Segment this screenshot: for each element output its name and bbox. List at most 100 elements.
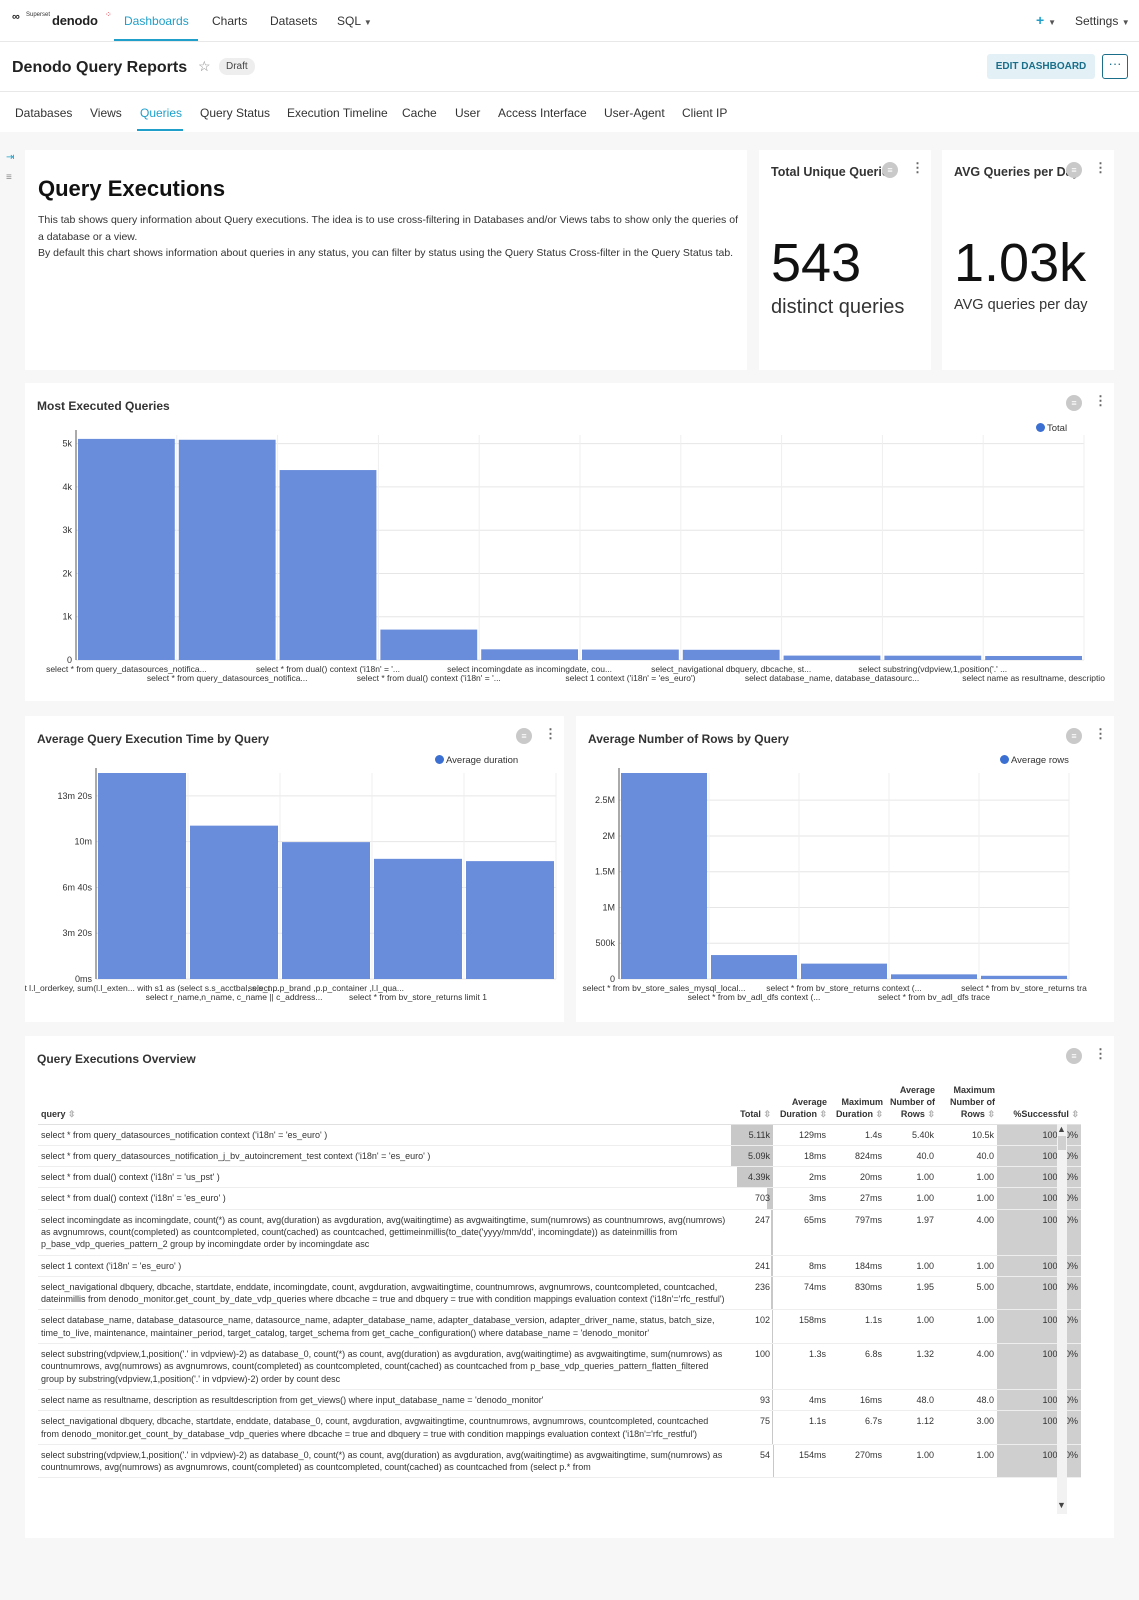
column-header-max-duration[interactable]: Maximum Duration ⇳ <box>829 1072 885 1125</box>
chart-bar[interactable] <box>466 861 554 979</box>
table-row[interactable]: select substring(vdpview,1,position('.' … <box>38 1343 1081 1390</box>
tab-databases[interactable]: Databases <box>15 106 73 120</box>
table-row[interactable]: select * from query_datasources_notifica… <box>38 1145 1081 1168</box>
chart-bar[interactable] <box>380 629 478 660</box>
cell-avg-rows: 1.12 <box>885 1410 937 1445</box>
column-header-total[interactable]: Total ⇳ <box>731 1072 773 1125</box>
cell-max-rows: 5.00 <box>937 1276 997 1311</box>
table-row[interactable]: select * from dual() context ('i18n' = '… <box>38 1166 1081 1189</box>
filter-list-icon[interactable]: ≡ <box>6 172 12 183</box>
tab-cache[interactable]: Cache <box>402 106 437 120</box>
dashboard-title[interactable]: Denodo Query Reports <box>12 59 188 76</box>
chart-bar[interactable] <box>621 773 707 979</box>
settings-menu[interactable]: Settings ▼ <box>1075 14 1130 28</box>
tab-views[interactable]: Views <box>90 106 122 120</box>
column-header-avg-rows[interactable]: Average Number of Rows ⇳ <box>885 1072 937 1125</box>
avg-rows-bar-chart[interactable]: 0 500k 1M 1.5M 2M 2.5M select * from bv_store_… <box>576 716 1114 1022</box>
chart-bar[interactable] <box>682 649 780 660</box>
more-options-button[interactable]: ··· <box>1102 54 1128 79</box>
tab-access-interface[interactable]: Access Interface <box>498 106 587 120</box>
chart-bar[interactable] <box>481 649 578 660</box>
kebab-menu-icon[interactable]: ⋮ <box>1094 1046 1107 1061</box>
kebab-menu-icon[interactable]: ⋮ <box>1094 160 1107 175</box>
table-scrollbar[interactable]: ▲ ▼ <box>1057 1124 1067 1514</box>
expand-filters-icon[interactable]: ⇥ <box>6 152 15 163</box>
nav-datasets[interactable]: Datasets <box>270 14 318 28</box>
draft-badge[interactable]: Draft <box>219 58 255 75</box>
logo-dots-icon: ⁘ <box>105 10 112 19</box>
tab-user[interactable]: User <box>455 106 481 120</box>
tab-user-agent[interactable]: User-Agent <box>604 106 665 120</box>
x-tick-label: select * from bv_adl_dfs trace <box>878 992 990 1002</box>
edit-dashboard-button[interactable]: EDIT DASHBOARD <box>987 54 1095 79</box>
chart-title: Average Query Execution Time by Query <box>37 732 270 746</box>
dashboard-tabs: Databases Views Queries Query Status Exe… <box>0 92 1139 132</box>
scroll-up-icon[interactable]: ▲ <box>1057 1124 1066 1134</box>
chart-bar[interactable] <box>190 825 278 979</box>
cell-max-duration: 27ms <box>829 1187 885 1210</box>
chart-bar[interactable] <box>884 655 982 660</box>
scroll-down-icon[interactable]: ▼ <box>1057 1500 1066 1510</box>
kebab-menu-icon[interactable]: ⋮ <box>1094 393 1107 408</box>
x-tick-label: select * from dual() context ('i18n' = '… <box>256 664 400 674</box>
table-row[interactable]: select name as resultname, description a… <box>38 1389 1081 1412</box>
table-row[interactable]: select 1 context ('i18n' = 'es_euro' ) 24… <box>38 1255 1081 1277</box>
x-tick-label: select l.l_orderkey, sum(l.l_exten... wi… <box>25 983 279 993</box>
table-row[interactable]: select_navigational dbquery, dbcache, st… <box>38 1410 1081 1445</box>
table-row[interactable]: select * from query_datasources_notifica… <box>38 1124 1081 1146</box>
nav-sql[interactable]: SQL ▼ <box>337 14 372 28</box>
cell-max-rows: 4.00 <box>937 1209 997 1256</box>
tab-query-status[interactable]: Query Status <box>200 106 271 120</box>
filter-icon[interactable]: ≡ <box>1066 1048 1082 1064</box>
superset-denodo-logo[interactable]: ∞ Superset denodo ⁘ <box>12 10 112 30</box>
kebab-menu-icon[interactable]: ⋮ <box>911 160 924 175</box>
filter-icon[interactable]: ≡ <box>1066 395 1082 411</box>
filter-icon[interactable]: ≡ <box>1066 728 1082 744</box>
table-row[interactable]: select_navigational dbquery, dbcache, st… <box>38 1276 1081 1311</box>
scrollbar-thumb[interactable] <box>1058 1136 1066 1150</box>
chart-bar[interactable] <box>711 955 797 979</box>
tab-execution-timeline[interactable]: Execution Timeline <box>287 106 388 120</box>
new-plus-menu[interactable]: + ▼ <box>1036 12 1056 28</box>
chart-bar[interactable] <box>98 773 186 979</box>
cell-total: 75 <box>731 1410 773 1445</box>
kebab-menu-icon[interactable]: ⋮ <box>544 726 557 741</box>
intro-text: This tab shows query information about Q… <box>38 212 738 262</box>
chart-legend[interactable]: Average rows <box>1000 755 1069 766</box>
table-row[interactable]: select * from dual() context ('i18n' = '… <box>38 1187 1081 1210</box>
tab-client-ip[interactable]: Client IP <box>682 106 728 120</box>
tab-queries[interactable]: Queries <box>140 106 183 120</box>
total-bar <box>772 1310 773 1344</box>
chart-bar[interactable] <box>279 470 377 660</box>
chart-bar[interactable] <box>178 439 276 660</box>
table-row[interactable]: select substring(vdpview,1,position('.' … <box>38 1444 1081 1479</box>
column-header-max-rows[interactable]: Maximum Number of Rows ⇳ <box>937 1072 997 1125</box>
chart-bar[interactable] <box>891 974 977 979</box>
column-header-avg-duration[interactable]: Average Duration ⇳ <box>773 1072 829 1125</box>
chart-bar[interactable] <box>374 858 462 979</box>
column-header-successful[interactable]: %Successful ⇳ <box>997 1072 1081 1125</box>
favorite-star-icon[interactable]: ☆ <box>198 58 211 74</box>
nav-charts[interactable]: Charts <box>212 14 248 28</box>
most-executed-bar-chart[interactable]: 0 1k 2k 3k 4k 5k select * from query_datasourc… <box>25 383 1114 701</box>
filter-icon[interactable]: ≡ <box>516 728 532 744</box>
chart-bar[interactable] <box>783 655 881 660</box>
chart-bar[interactable] <box>985 655 1082 660</box>
table-row[interactable]: select incomingdate as incomingdate, cou… <box>38 1209 1081 1256</box>
column-header-query[interactable]: query ⇳ <box>38 1072 731 1125</box>
total-value: 5.09k <box>747 1150 770 1161</box>
chart-bar[interactable] <box>981 975 1067 979</box>
chart-bar[interactable] <box>282 842 370 979</box>
cell-query: select incomingdate as incomingdate, cou… <box>38 1209 731 1256</box>
kebab-menu-icon[interactable]: ⋮ <box>1094 726 1107 741</box>
chart-bar[interactable] <box>801 963 887 979</box>
chart-bar[interactable] <box>78 438 175 660</box>
chart-legend[interactable]: Average duration <box>435 755 518 766</box>
avg-exec-time-bar-chart[interactable]: 0ms 3m 20s 6m 40s 10m 13m 20s select l.l_orde… <box>25 716 564 1022</box>
chart-legend[interactable]: Total <box>1036 423 1067 434</box>
filter-icon[interactable]: ≡ <box>882 162 898 178</box>
filter-icon[interactable]: ≡ <box>1066 162 1082 178</box>
nav-dashboards[interactable]: Dashboards <box>124 14 189 28</box>
chart-bar[interactable] <box>582 649 679 660</box>
table-row[interactable]: select database_name, database_datasourc… <box>38 1309 1081 1345</box>
